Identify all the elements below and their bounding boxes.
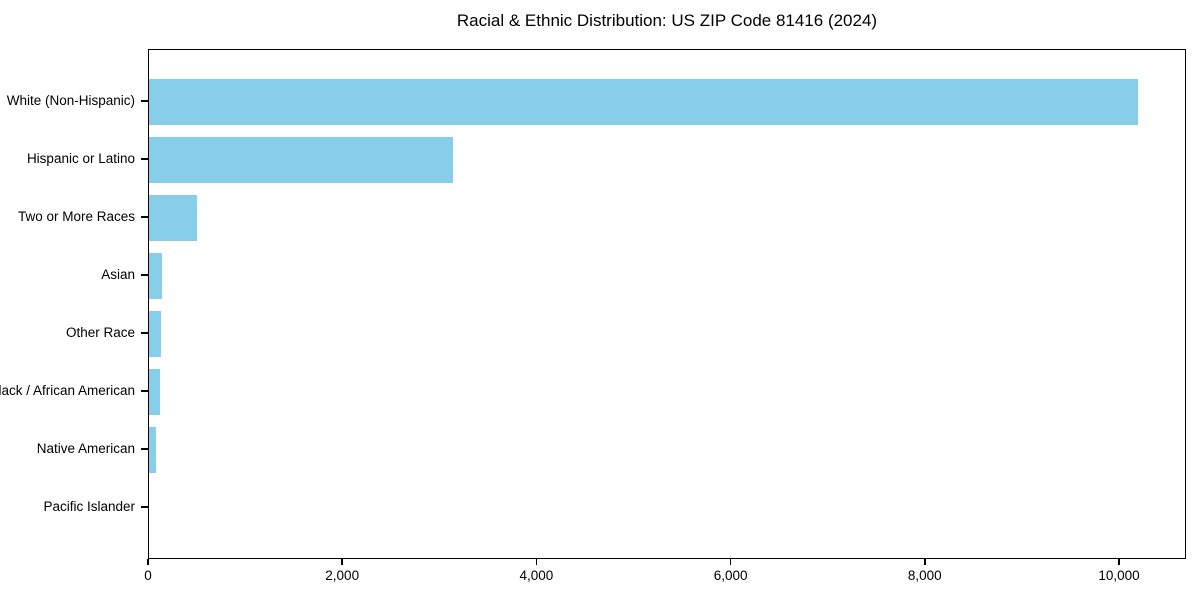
y-tick-mark [141,216,148,218]
x-axis: 0 2,000 4,000 6,000 8,000 10,000 [144,559,1186,599]
x-tick-mark [729,559,732,565]
x-tick-label: 0 [144,568,152,583]
bar-row [149,189,1185,247]
y-tick-label: Native American [36,441,135,457]
y-label-row: Native American [0,420,148,478]
y-tick-mark [141,100,148,102]
bar-row [149,363,1185,421]
y-tick-mark [141,158,148,160]
y-tick-mark [141,332,148,334]
y-tick-label: Black / African American [0,383,135,399]
y-label-row: Asian [0,246,148,304]
bar [149,369,160,415]
y-label-row: White (Non-Hispanic) [0,72,148,130]
x-tick-label: 8,000 [907,568,942,583]
y-tick-label: White (Non-Hispanic) [6,93,135,109]
y-tick-label: Pacific Islander [43,499,135,515]
x-tick-label: 2,000 [325,568,360,583]
bar-row [149,479,1185,537]
bar-row [149,73,1185,131]
y-label-row: Pacific Islander [0,478,148,536]
x-tick-label: 10,000 [1098,568,1140,583]
chart-title: Racial & Ethnic Distribution: US ZIP Cod… [456,11,878,30]
y-tick-label: Other Race [65,325,135,341]
plot-area [148,49,1186,559]
y-tick-label: Asian [101,267,135,283]
bars-container [149,50,1185,558]
x-tick-mark [535,559,538,565]
y-label-row: Hispanic or Latino [0,130,148,188]
x-tick-mark [341,559,343,565]
y-tick-mark [141,448,148,450]
bar-row [149,131,1185,189]
y-axis-labels: White (Non-Hispanic) Hispanic or Latino Tw… [0,49,148,559]
bar [149,427,157,473]
y-label-row: Black / African American [0,362,148,420]
y-label-row: Other Race [0,304,148,362]
x-tick-mark [1118,559,1120,565]
bar-row [149,421,1185,479]
x-tick-mark [924,559,926,565]
x-tick-label: 6,000 [713,568,748,583]
y-tick-mark [141,506,148,508]
bar-row [149,305,1185,363]
bar [149,253,162,299]
bar-row [149,247,1185,305]
x-tick-label: 4,000 [519,568,554,583]
y-tick-label: Hispanic or Latino [26,151,135,167]
y-tick-mark [141,390,148,392]
y-tick-mark [141,274,148,276]
bar [149,311,162,357]
y-tick-label: Two or More Races [17,209,135,225]
bar [149,79,1138,125]
bar [149,195,197,241]
y-label-row: Two or More Races [0,188,148,246]
x-tick-mark [147,559,149,565]
bar [149,137,454,183]
